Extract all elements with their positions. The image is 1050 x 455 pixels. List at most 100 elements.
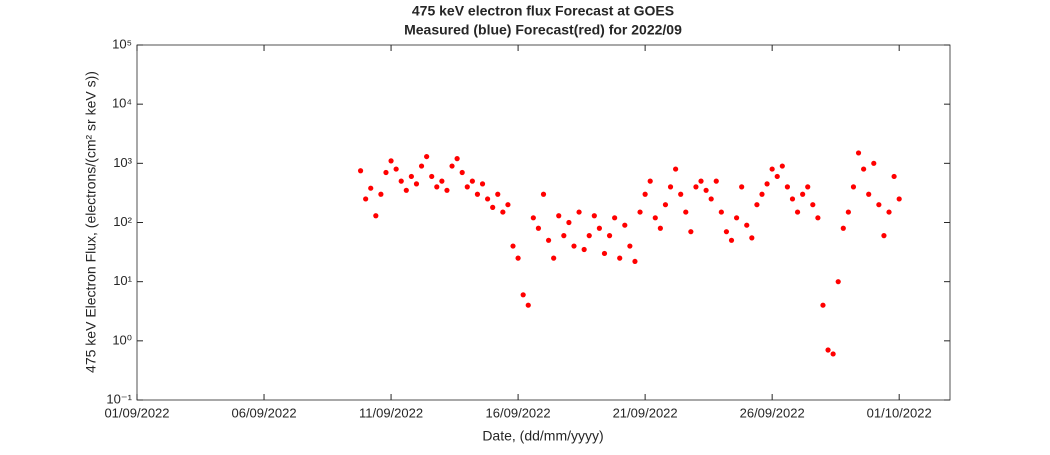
point bbox=[510, 243, 516, 249]
point bbox=[622, 222, 628, 228]
point bbox=[820, 302, 826, 308]
point bbox=[876, 202, 882, 208]
point bbox=[551, 255, 557, 261]
chart-subtitle: Measured (blue) Forecast(red) for 2022/0… bbox=[404, 22, 682, 38]
point bbox=[627, 243, 633, 249]
point bbox=[434, 184, 440, 190]
point bbox=[485, 196, 491, 202]
y-tick-label: 10² bbox=[113, 214, 132, 229]
point bbox=[474, 191, 481, 197]
point bbox=[754, 202, 760, 208]
point bbox=[779, 163, 785, 169]
point bbox=[601, 250, 608, 257]
point bbox=[439, 178, 445, 184]
point bbox=[784, 184, 791, 190]
point bbox=[703, 187, 709, 193]
point bbox=[545, 237, 552, 243]
point bbox=[495, 191, 501, 197]
point bbox=[764, 181, 770, 187]
point bbox=[647, 178, 653, 184]
plot-frame bbox=[136, 44, 951, 401]
x-tick-label: 01/10/2022 bbox=[867, 405, 932, 420]
point bbox=[683, 209, 689, 215]
point bbox=[556, 213, 562, 219]
point bbox=[673, 166, 679, 172]
point bbox=[886, 209, 892, 215]
y-tick-label: 10⁴ bbox=[112, 96, 132, 111]
point bbox=[500, 209, 506, 215]
point bbox=[576, 209, 582, 215]
point bbox=[713, 178, 719, 184]
point bbox=[479, 181, 486, 187]
x-tick-label: 16/09/2022 bbox=[486, 405, 551, 420]
point bbox=[464, 184, 470, 190]
point bbox=[774, 173, 780, 180]
x-tick-label: 01/09/2022 bbox=[104, 405, 169, 420]
point bbox=[850, 184, 857, 190]
point bbox=[667, 184, 674, 190]
point bbox=[845, 209, 851, 215]
point bbox=[398, 178, 404, 184]
chart-title: 475 keV electron flux Forecast at GOES bbox=[412, 3, 674, 19]
point bbox=[505, 202, 511, 208]
point bbox=[632, 258, 638, 265]
x-tick-label: 26/09/2022 bbox=[740, 405, 805, 420]
point bbox=[530, 215, 536, 221]
point bbox=[688, 229, 694, 235]
point bbox=[591, 213, 597, 219]
y-tick-label: 10³ bbox=[113, 155, 132, 170]
point bbox=[490, 204, 496, 210]
point bbox=[693, 184, 699, 190]
point bbox=[855, 150, 862, 156]
point bbox=[566, 219, 572, 226]
point bbox=[561, 233, 567, 239]
point bbox=[728, 237, 735, 243]
point bbox=[861, 166, 867, 172]
point bbox=[571, 243, 577, 249]
y-tick-label: 10⁵ bbox=[112, 36, 132, 51]
point bbox=[830, 351, 836, 357]
point bbox=[794, 209, 801, 215]
point bbox=[637, 209, 643, 215]
point bbox=[418, 163, 425, 169]
point bbox=[871, 160, 877, 166]
point bbox=[896, 196, 902, 202]
y-tick-label: 10⁻¹ bbox=[106, 391, 132, 406]
point bbox=[469, 178, 475, 184]
point bbox=[718, 209, 724, 215]
point bbox=[698, 178, 704, 184]
point bbox=[454, 156, 460, 162]
point bbox=[429, 173, 435, 180]
point bbox=[678, 191, 684, 197]
point bbox=[810, 202, 816, 208]
point bbox=[540, 191, 547, 197]
point bbox=[515, 255, 521, 261]
point bbox=[368, 185, 374, 191]
point bbox=[652, 215, 658, 221]
point bbox=[769, 166, 775, 172]
point bbox=[739, 184, 745, 190]
point bbox=[357, 168, 364, 174]
point bbox=[642, 191, 648, 197]
point bbox=[413, 181, 420, 187]
point bbox=[444, 187, 450, 193]
point bbox=[657, 225, 663, 231]
point bbox=[835, 279, 841, 285]
x-tick-label: 06/09/2022 bbox=[231, 405, 296, 420]
point bbox=[408, 173, 414, 180]
y-tick-label: 10⁰ bbox=[112, 332, 132, 347]
x-tick-label: 21/09/2022 bbox=[613, 405, 678, 420]
point bbox=[866, 191, 872, 197]
point bbox=[612, 215, 618, 221]
point bbox=[789, 196, 796, 202]
y-tick-label: 10¹ bbox=[113, 273, 132, 288]
point bbox=[403, 187, 409, 193]
point bbox=[662, 202, 669, 208]
point bbox=[759, 191, 765, 197]
point bbox=[596, 225, 602, 231]
point bbox=[520, 292, 526, 298]
x-axis-label: Date, (dd/mm/yyyy) bbox=[482, 428, 603, 444]
point bbox=[617, 255, 623, 261]
point bbox=[800, 191, 806, 197]
